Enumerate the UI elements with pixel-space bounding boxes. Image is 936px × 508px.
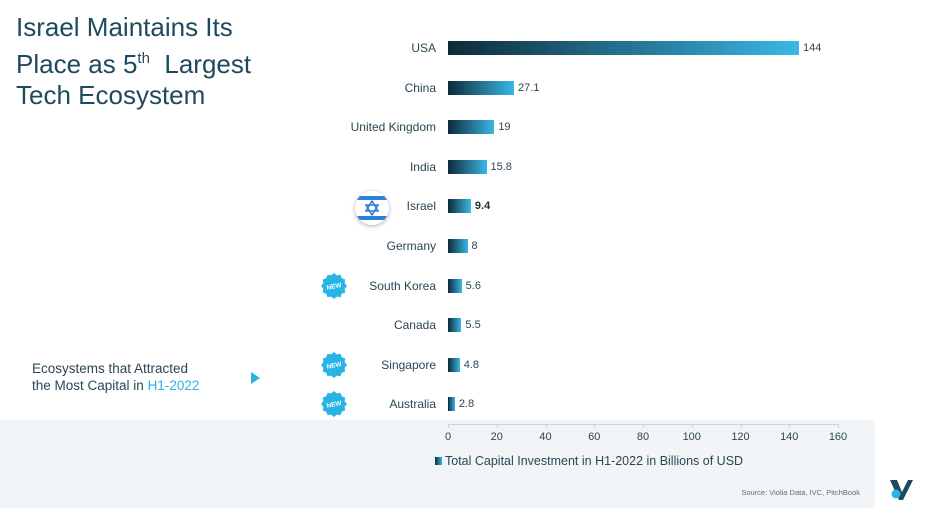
subtitle-line-1: Ecosystems that Attracted [32,361,189,376]
x-tick-mark [594,424,596,428]
category-label-china: China [404,80,436,95]
category-label-south-korea: South Korea [369,278,436,293]
title-line-1: Israel Maintains Its [16,12,233,42]
play-arrow-icon [251,372,260,384]
new-badge-icon: NEW [321,272,347,299]
bar-singapore [448,357,460,372]
title-line-2a: Place as 5 [16,49,138,79]
value-label-canada: 5.5 [465,319,481,332]
x-tick-mark [643,424,644,428]
x-tick-label: 160 [828,431,848,443]
x-tick-mark [448,424,449,428]
category-label-israel: Israel [406,199,436,214]
bar-south-korea [448,278,462,293]
bar-usa [448,41,799,55]
israel-flag-icon [355,191,389,225]
bar-india [448,159,487,174]
bar-united-kingdom [448,120,495,135]
bar-canada [448,318,462,333]
x-tick-label: 20 [490,431,503,443]
category-label-usa: USA [411,41,436,55]
chart-subtitle: Ecosystems that Attracted the Most Capit… [32,360,199,394]
page-title: Israel Maintains Its Place as 5th Larges… [16,12,306,111]
value-label-united-kingdom: 19 [498,121,511,134]
bar-germany [448,239,468,253]
x-tick-label: 80 [636,431,650,443]
x-tick-mark [691,424,693,428]
bar-china [448,80,515,95]
x-tick-label: 120 [731,431,750,443]
company-logo-icon [890,480,913,500]
title-line-2: Place as 5th Largest [16,43,306,80]
svg-text:NEW: NEW [326,361,343,371]
value-label-germany: 8 [471,240,478,252]
new-badge-icon: NEW [321,391,347,418]
title-line-3: Tech Ecosystem [16,80,206,110]
x-tick-label: 140 [780,431,799,443]
category-label-australia: Australia [389,397,436,412]
category-label-united-kingdom: United Kingdom [350,120,436,135]
x-tick-label: 40 [539,431,552,443]
subtitle-line-2a: the Most Capital in [32,378,148,393]
category-label-singapore: Singapore [381,357,436,372]
value-label-india: 15.8 [490,160,512,173]
source-note: Source: Violia Data, IVC, PitchBook [741,488,860,497]
category-label-canada: Canada [393,318,436,333]
x-tick-mark [545,424,547,428]
value-label-singapore: 4.8 [463,358,479,371]
value-label-south-korea: 5.6 [465,279,481,292]
bar-israel [448,199,471,214]
x-tick-mark [496,424,498,428]
legend-label: Total Capital Investment in H1-2022 in B… [445,454,744,468]
value-label-china: 27.1 [518,81,540,94]
svg-text:NEW: NEW [326,400,343,410]
x-tick-mark [838,424,839,428]
x-tick-label: 60 [588,431,601,443]
svg-text:NEW: NEW [326,281,343,291]
x-tick-mark [740,424,742,428]
x-tick-mark [789,424,791,428]
x-tick-label: 0 [444,431,452,443]
legend-swatch [435,457,442,465]
title-line-2b: Largest [149,49,252,79]
category-label-germany: Germany [386,239,436,253]
category-label-india: India [409,159,436,174]
new-badge-icon: NEW [321,351,347,378]
subtitle-period: H1-2022 [147,378,200,393]
value-label-usa: 144 [803,42,822,54]
value-label-australia: 2.8 [458,398,475,411]
value-label-israel: 9.4 [474,200,491,213]
subtitle-line-2: the Most Capital in H1-2022 [32,377,199,394]
chart-legend: Total Capital Investment in H1-2022 in B… [435,454,743,468]
bar-australia [448,397,455,412]
title-superscript: th [137,50,150,67]
x-tick-label: 100 [682,431,701,443]
